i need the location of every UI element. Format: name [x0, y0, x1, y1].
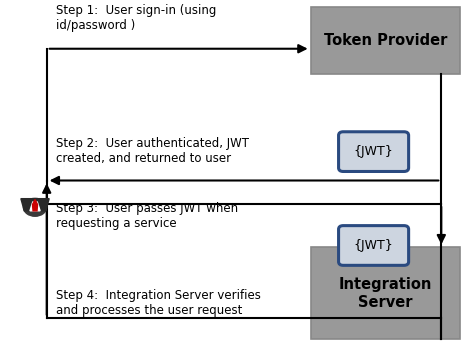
- Text: Integration
Server: Integration Server: [339, 277, 432, 309]
- Polygon shape: [21, 199, 49, 211]
- FancyBboxPatch shape: [339, 226, 409, 265]
- Text: Step 2:  User authenticated, JWT
created, and returned to user: Step 2: User authenticated, JWT created,…: [56, 137, 249, 165]
- Text: Token Provider: Token Provider: [324, 33, 447, 48]
- Circle shape: [23, 199, 47, 216]
- Polygon shape: [30, 202, 40, 211]
- FancyBboxPatch shape: [311, 247, 460, 339]
- FancyBboxPatch shape: [339, 132, 409, 171]
- Text: {JWT}: {JWT}: [354, 145, 394, 158]
- Text: {JWT}: {JWT}: [354, 239, 394, 252]
- FancyBboxPatch shape: [311, 7, 460, 74]
- Text: Step 3:  User passes JWT when
requesting a service: Step 3: User passes JWT when requesting …: [56, 202, 238, 230]
- Polygon shape: [33, 200, 37, 211]
- Text: Step 1:  User sign-in (using
id/password ): Step 1: User sign-in (using id/password …: [56, 4, 216, 32]
- Text: Step 4:  Integration Server verifies
and processes the user request: Step 4: Integration Server verifies and …: [56, 289, 261, 317]
